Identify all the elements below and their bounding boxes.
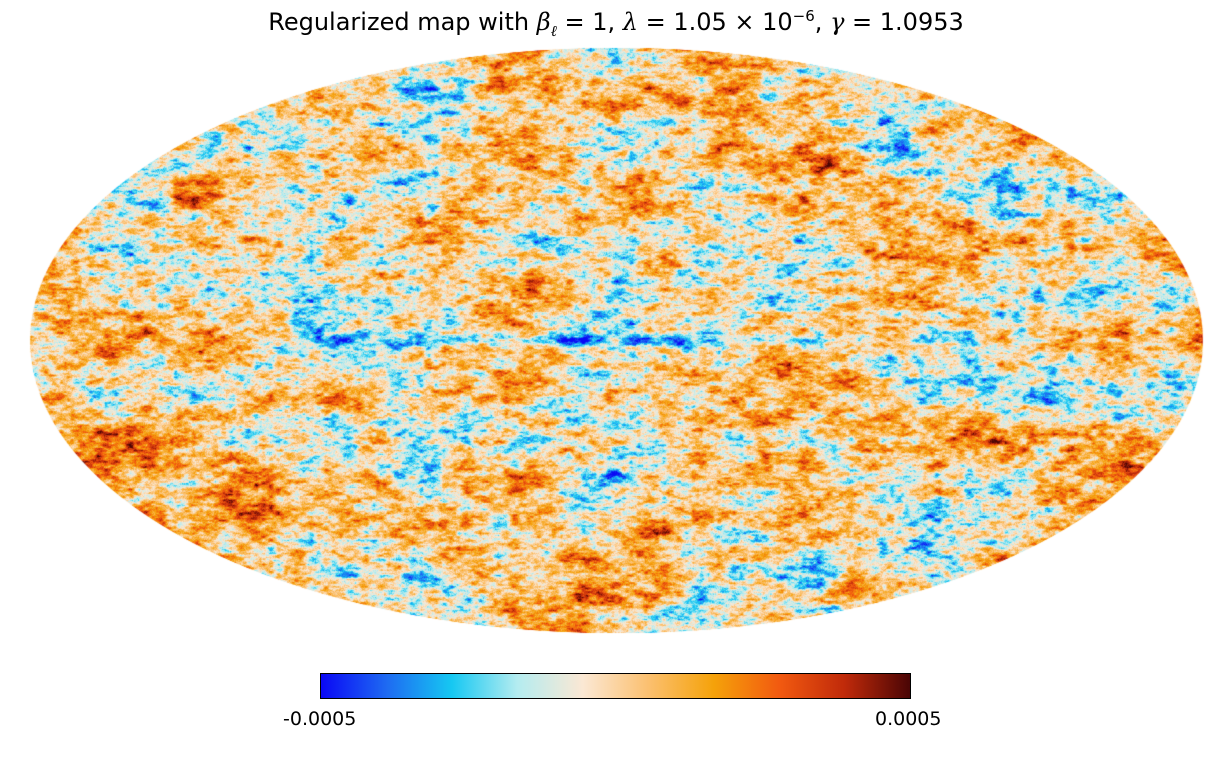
lambda-exponent: −6 [792, 7, 815, 25]
colorbar-max-label: 0.0005 [875, 708, 942, 730]
colorbar-min-label: -0.0005 [283, 708, 357, 730]
beta-symbol: β [536, 8, 551, 36]
lambda-symbol: λ [622, 8, 638, 36]
colorbar [320, 673, 911, 699]
mollweide-sky-map [28, 46, 1204, 634]
beta-subscript: ℓ [550, 21, 557, 40]
plot-title: Regularized map with βℓ = 1, λ = 1.05 × … [268, 7, 964, 40]
gamma-symbol: γ [830, 8, 845, 36]
